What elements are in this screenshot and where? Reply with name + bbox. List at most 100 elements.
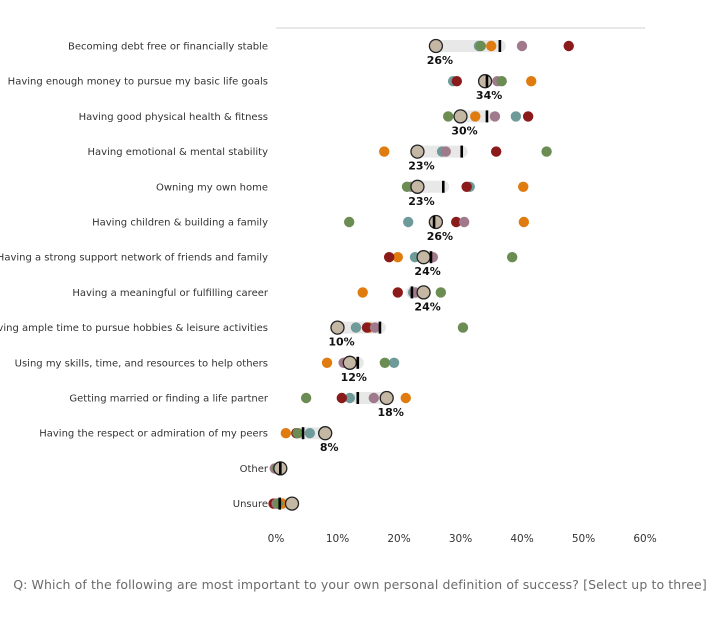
series-dot [272, 498, 284, 509]
series-dot [475, 40, 486, 52]
total-value-label: 24% [414, 300, 440, 313]
marker-tick [356, 356, 360, 369]
series-dot [369, 322, 381, 333]
series-dot [388, 357, 400, 368]
total-value-label: 23% [408, 160, 434, 173]
marker-tick [485, 75, 489, 88]
series-dot [392, 287, 403, 298]
series-dot [526, 76, 537, 87]
series-dot [321, 357, 333, 368]
marker-tick [498, 40, 502, 52]
series-dot [357, 287, 368, 298]
series-dot [435, 287, 447, 298]
marker-tick [356, 392, 360, 404]
marker-tick [378, 321, 382, 334]
series-dot [336, 392, 348, 404]
category-label: Unsure [233, 499, 268, 510]
total-value-label: 23% [408, 195, 434, 208]
series-dot [379, 357, 391, 368]
category-label: Having a meaningful or fulfilling career [72, 288, 269, 299]
category-label: Having a strong support network of frien… [0, 253, 268, 264]
series-dot [486, 40, 497, 52]
series-dot [344, 392, 355, 404]
total-dot [416, 250, 431, 265]
series-dot [401, 181, 413, 192]
series-dot [300, 392, 312, 404]
total-dot [477, 74, 493, 89]
series-dot [451, 76, 463, 87]
series-dot [350, 322, 362, 333]
series-dot [292, 428, 303, 439]
total-value-label: 34% [476, 89, 502, 102]
series-dot [457, 322, 469, 333]
series-dot [563, 40, 574, 52]
total-dot [428, 214, 444, 230]
series-dot [343, 216, 355, 228]
x-tick-label: 30% [449, 533, 472, 545]
marker-tick [410, 286, 414, 299]
x-tick-label: 0% [268, 533, 285, 545]
x-tick-label: 60% [633, 533, 656, 545]
category-label: Having good physical health & fitness [79, 112, 268, 123]
series-dot [496, 76, 507, 87]
series-dot [440, 146, 451, 157]
category-label: Having ample time to pursue hobbies & le… [0, 323, 268, 334]
total-dot [410, 144, 425, 159]
category-label: Other [240, 464, 269, 475]
category-label: Having children & building a family [92, 218, 268, 229]
series-dot [506, 252, 518, 263]
category-label: Having emotional & mental stability [88, 147, 269, 158]
total-value-label: 8% [320, 441, 339, 454]
series-dot [379, 146, 390, 157]
total-dot [428, 38, 444, 54]
total-value-label: 10% [328, 336, 354, 349]
series-dot [368, 392, 379, 404]
category-label: Getting married or finding a life partne… [69, 394, 269, 405]
total-dot [379, 390, 394, 406]
series-dot [541, 146, 552, 157]
series-dot [304, 428, 316, 439]
marker-tick [432, 216, 436, 228]
category-label: Having the respect or admiration of my p… [39, 429, 268, 440]
category-label: Having enough money to pursue my basic l… [8, 77, 268, 88]
total-value-label: 12% [341, 371, 367, 384]
series-dot [516, 40, 528, 52]
series-dot [443, 111, 454, 122]
x-tick-label: 10% [326, 533, 349, 545]
series-dot [458, 216, 470, 228]
series-dot [392, 252, 403, 263]
category-label: Becoming debt free or financially stable [68, 42, 268, 53]
series-dot [280, 428, 292, 439]
total-value-label: 30% [451, 124, 477, 137]
series-dot [383, 252, 395, 263]
series-dot [490, 146, 502, 157]
series-dot [400, 392, 411, 404]
total-dot [342, 355, 357, 370]
total-value-label: 18% [378, 406, 404, 419]
series-dot [522, 111, 534, 122]
total-dot [330, 320, 345, 335]
total-dot [453, 109, 468, 124]
range-band [429, 40, 506, 52]
total-dot [416, 285, 431, 300]
series-dot [403, 216, 414, 228]
total-value-label: 26% [427, 54, 453, 67]
series-dot [518, 181, 529, 192]
marker-tick [301, 427, 305, 440]
category-label: Owning my own home [156, 182, 268, 193]
x-tick-label: 40% [510, 533, 533, 545]
marker-tick [460, 145, 464, 158]
series-dot [470, 111, 481, 122]
total-dot [284, 496, 300, 511]
total-value-label: 26% [427, 230, 453, 243]
x-tick-label: 20% [387, 533, 410, 545]
marker-tick [278, 497, 281, 510]
marker-tick [429, 251, 433, 264]
series-dot [450, 216, 462, 228]
question-footnote: Q: Which of the following are most impor… [13, 577, 707, 592]
category-label: Using my skills, time, and resources to … [15, 358, 268, 369]
x-tick-label: 50% [572, 533, 595, 545]
marker-tick [279, 462, 282, 475]
series-dot [518, 216, 530, 228]
